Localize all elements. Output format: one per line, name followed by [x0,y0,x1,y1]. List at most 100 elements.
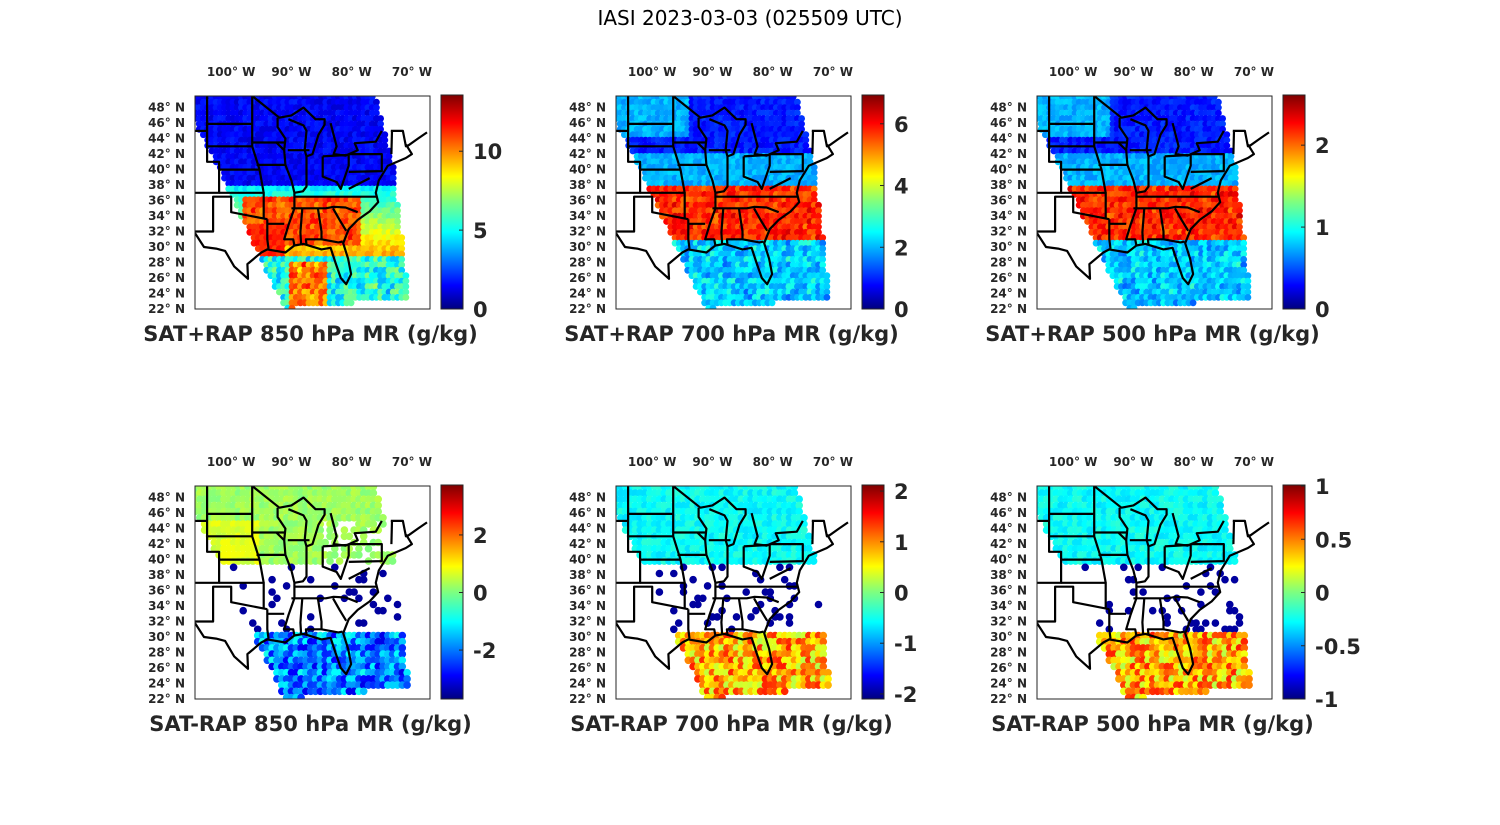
lat-tick-label: 48° N [569,101,606,115]
lon-tick-label: 80° W [753,65,793,79]
data-point [340,526,349,534]
data-point [389,185,397,193]
data-point [1240,234,1248,242]
lat-tick-label: 30° N [569,240,606,254]
data-point [810,180,818,187]
data-point [1240,266,1248,274]
state-border [348,153,383,173]
lat-tick-label: 34° N [148,209,185,223]
lat-tick-label: 42° N [148,147,185,161]
data-point [402,277,410,285]
state-border [195,96,221,194]
state-border [1232,130,1236,155]
lat-tick-label: 32° N [148,225,185,239]
data-point [798,120,805,128]
lat-tick-label: 40° N [990,163,1027,177]
state-border [1037,96,1063,194]
lat-tick-label: 24° N [569,287,606,301]
colorbar-tick-label: 1 [1315,216,1330,240]
state-border [195,195,268,233]
lat-tick-label: 28° N [569,256,606,270]
lat-tick-label: 40° N [148,163,185,177]
data-point [1240,245,1248,253]
data-point [806,153,814,160]
state-border [811,129,830,148]
lat-tick-label: 46° N [148,116,185,130]
data-point [823,277,831,285]
state-border [1093,96,1107,193]
data-point [1223,142,1231,150]
lat-tick-label: 48° N [148,101,185,115]
data-point [1231,196,1239,204]
data-point [823,288,831,296]
data-point [398,266,406,274]
data-layer [195,486,428,699]
data-point [798,115,805,122]
data-point [389,174,397,182]
state-border [720,208,725,244]
lat-tick-label: 30° N [990,240,1027,254]
lon-tick-label: 70° W [1234,65,1274,79]
lat-tick-label: 46° N [990,116,1027,130]
data-point [1236,218,1243,225]
state-border [1232,129,1251,148]
data-point [709,304,717,309]
data-point [402,272,410,280]
data-point [389,180,397,187]
state-border [1093,96,1168,158]
colorbar-tick-label: 6 [894,113,909,137]
lat-tick-label: 44° N [148,132,185,146]
lat-tick-label: 48° N [990,101,1027,115]
data-point [1231,191,1239,198]
data-point [381,142,389,150]
state-border [1136,156,1150,194]
colorbar [861,94,885,310]
data-point [815,201,822,209]
panel-xlabel: SAT+RAP 850 hPa MR (g/kg) [143,322,477,346]
state-border [1133,205,1201,214]
state-border [769,153,804,173]
state-border [195,131,428,286]
data-point [1231,185,1239,193]
colorbar-tick-label: 4 [894,175,909,199]
state-border [251,96,326,158]
data-point [1236,212,1243,220]
data-point [389,196,397,204]
state-border [390,129,409,148]
state-border [321,154,350,190]
data-point [810,185,818,193]
state-border [1164,153,1191,158]
data-point [1236,228,1243,236]
lon-tick-label: 80° W [1174,65,1214,79]
data-point [394,207,401,215]
lat-tick-label: 22° N [569,302,606,316]
data-point [815,223,822,231]
data-point [374,495,383,504]
state-border [1163,154,1192,190]
data-point [345,532,354,541]
state-border [1117,141,1138,246]
state-border [742,154,771,190]
data-point [810,196,818,204]
figure-title: IASI 2023-03-03 (025509 UTC) [597,6,903,30]
panel-xlabel: SAT+RAP 700 hPa MR (g/kg) [564,322,898,346]
lat-tick-label: 36° N [148,194,185,208]
state-border [697,117,708,151]
data-point [810,163,818,171]
state-border [743,153,770,158]
data-point [823,283,831,290]
data-point [288,304,296,309]
state-border [769,177,792,190]
data-point [377,120,384,128]
data-point [368,96,376,101]
state-border [321,238,343,244]
colorbar-tick-label: 2 [1315,134,1330,158]
lon-tick-label: 90° W [271,65,311,79]
data-point [1236,201,1243,209]
data-point [794,109,801,117]
data-point [374,507,383,516]
data-point [1231,169,1239,177]
data-point [389,191,397,198]
data-point [1215,104,1222,111]
data-point [1223,131,1231,139]
